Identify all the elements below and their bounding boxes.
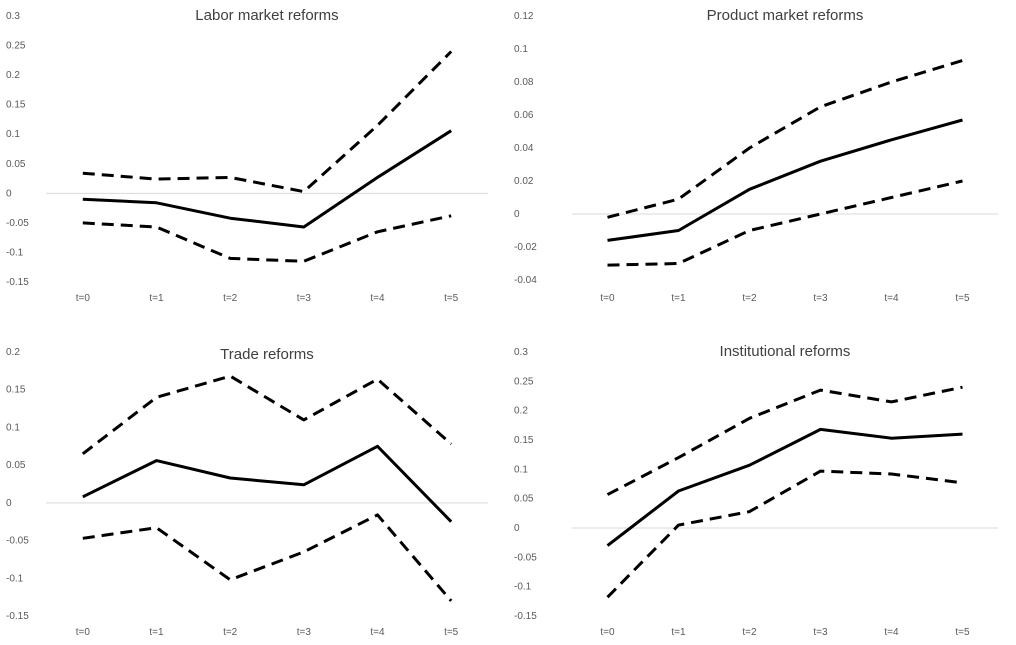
chart-svg: Product market reforms 0.12 0.1 0.08 0.06 0.0… bbox=[514, 7, 998, 304]
y-tick-label: -0.02 bbox=[514, 242, 537, 253]
y-tick-label: 0.12 bbox=[514, 11, 534, 22]
y-tick-label: 0.02 bbox=[514, 176, 534, 187]
chart-title: Institutional reforms bbox=[720, 343, 851, 360]
estimate-solid-line bbox=[606, 427, 963, 547]
y-tick-label: 0.15 bbox=[514, 435, 534, 446]
y-tick-label: 0.05 bbox=[514, 494, 534, 505]
chart-panel-trade: Trade reforms 0.2 0.15 0.1 0.05 0 -0.05 -0.1 -0.… bbox=[0, 322, 508, 645]
y-tick-label: 0.3 bbox=[6, 11, 20, 22]
y-tick-label: -0.1 bbox=[6, 247, 24, 258]
y-tick-label: 0 bbox=[6, 498, 12, 509]
upper-bound-dashed-line bbox=[81, 374, 453, 455]
y-tick-label: 0.25 bbox=[6, 41, 26, 52]
x-tick-label: t=2 bbox=[742, 293, 757, 304]
upper-bound-dashed-line bbox=[82, 50, 453, 194]
estimate-solid-line bbox=[82, 444, 453, 523]
y-tick-label: 0.1 bbox=[514, 464, 528, 475]
y-tick-label: -0.1 bbox=[6, 573, 24, 584]
x-tick-label: t=5 bbox=[955, 293, 970, 304]
x-tick-label: t=3 bbox=[813, 293, 828, 304]
lower-bound-dashed-line bbox=[607, 179, 963, 267]
x-tick-label: t=2 bbox=[223, 627, 238, 638]
y-tick-label: 0.05 bbox=[6, 159, 26, 170]
x-tick-label: t=1 bbox=[671, 293, 686, 304]
x-tick-label: t=3 bbox=[297, 627, 312, 638]
y-tick-label: -0.04 bbox=[514, 275, 537, 286]
estimate-solid-line bbox=[607, 118, 963, 242]
y-tick-label: 0 bbox=[514, 523, 520, 534]
y-tick-label: 0.2 bbox=[6, 70, 20, 81]
y-tick-label: -0.05 bbox=[6, 218, 29, 229]
lower-bound-dashed-line bbox=[82, 513, 453, 602]
chart-svg: Institutional reforms 0.3 0.25 0.2 0.15 0.1 0.… bbox=[514, 343, 998, 638]
y-tick-label: -0.05 bbox=[6, 536, 29, 547]
x-tick-label: t=3 bbox=[297, 293, 312, 304]
lower-bound-dashed-line bbox=[82, 214, 452, 263]
x-tick-label: t=0 bbox=[600, 293, 615, 304]
x-tick-label: t=5 bbox=[955, 627, 970, 638]
x-tick-label: t=0 bbox=[600, 627, 615, 638]
x-tick-label: t=4 bbox=[370, 293, 385, 304]
y-tick-label: 0.25 bbox=[514, 376, 534, 387]
estimate-solid-line bbox=[82, 129, 453, 229]
y-tick-label: 0.2 bbox=[514, 406, 528, 417]
chart-title: Trade reforms bbox=[220, 346, 314, 363]
y-tick-label: 0 bbox=[514, 209, 520, 220]
y-tick-label: 0.1 bbox=[6, 129, 20, 140]
y-tick-label: 0.15 bbox=[6, 385, 26, 396]
y-tick-label: 0.1 bbox=[514, 44, 528, 55]
y-tick-label: 0 bbox=[6, 188, 12, 199]
x-tick-label: t=1 bbox=[149, 293, 164, 304]
y-tick-label: -0.15 bbox=[6, 277, 29, 288]
lower-bound-dashed-line bbox=[606, 469, 963, 599]
x-tick-label: t=4 bbox=[884, 293, 899, 304]
x-tick-label: t=4 bbox=[370, 627, 385, 638]
y-tick-label: 0.3 bbox=[514, 347, 528, 358]
x-tick-label: t=5 bbox=[444, 627, 459, 638]
chart-title: Labor market reforms bbox=[195, 7, 338, 24]
y-tick-label: -0.1 bbox=[514, 582, 532, 593]
chart-svg: Labor market reforms 0.3 0.25 0.2 0.15 0.1 0.0… bbox=[6, 7, 488, 304]
y-tick-label: 0.08 bbox=[514, 77, 534, 88]
y-tick-label: 0.05 bbox=[6, 460, 26, 471]
x-tick-label: t=1 bbox=[149, 627, 164, 638]
y-tick-label: 0.15 bbox=[6, 100, 26, 111]
y-tick-label: 0.04 bbox=[514, 143, 534, 154]
chart-panel-product-market: Product market reforms 0.12 0.1 0.08 0.06 0.0… bbox=[508, 0, 1016, 322]
x-tick-label: t=0 bbox=[76, 293, 91, 304]
y-tick-label: -0.15 bbox=[6, 611, 29, 622]
x-tick-label: t=5 bbox=[444, 293, 459, 304]
x-tick-label: t=4 bbox=[884, 627, 899, 638]
chart-title: Product market reforms bbox=[707, 7, 864, 24]
chart-panel-institutional: Institutional reforms 0.3 0.25 0.2 0.15 0.1 0.… bbox=[508, 322, 1016, 645]
chart-svg: Trade reforms 0.2 0.15 0.1 0.05 0 -0.05 -0.1 -0.… bbox=[6, 346, 488, 638]
chart-panel-labor-market: Labor market reforms 0.3 0.25 0.2 0.15 0.1 0.0… bbox=[0, 0, 508, 322]
x-tick-label: t=2 bbox=[742, 627, 757, 638]
y-tick-label: -0.05 bbox=[514, 552, 537, 563]
x-tick-label: t=1 bbox=[671, 627, 686, 638]
x-tick-label: t=2 bbox=[223, 293, 238, 304]
y-tick-label: 0.1 bbox=[6, 422, 20, 433]
y-tick-label: 0.2 bbox=[6, 347, 20, 358]
y-tick-label: 0.06 bbox=[514, 110, 534, 121]
upper-bound-dashed-line bbox=[606, 385, 963, 496]
x-tick-label: t=0 bbox=[76, 627, 91, 638]
upper-bound-dashed-line bbox=[607, 59, 963, 219]
x-tick-label: t=3 bbox=[813, 627, 828, 638]
y-tick-label: -0.15 bbox=[514, 611, 537, 622]
